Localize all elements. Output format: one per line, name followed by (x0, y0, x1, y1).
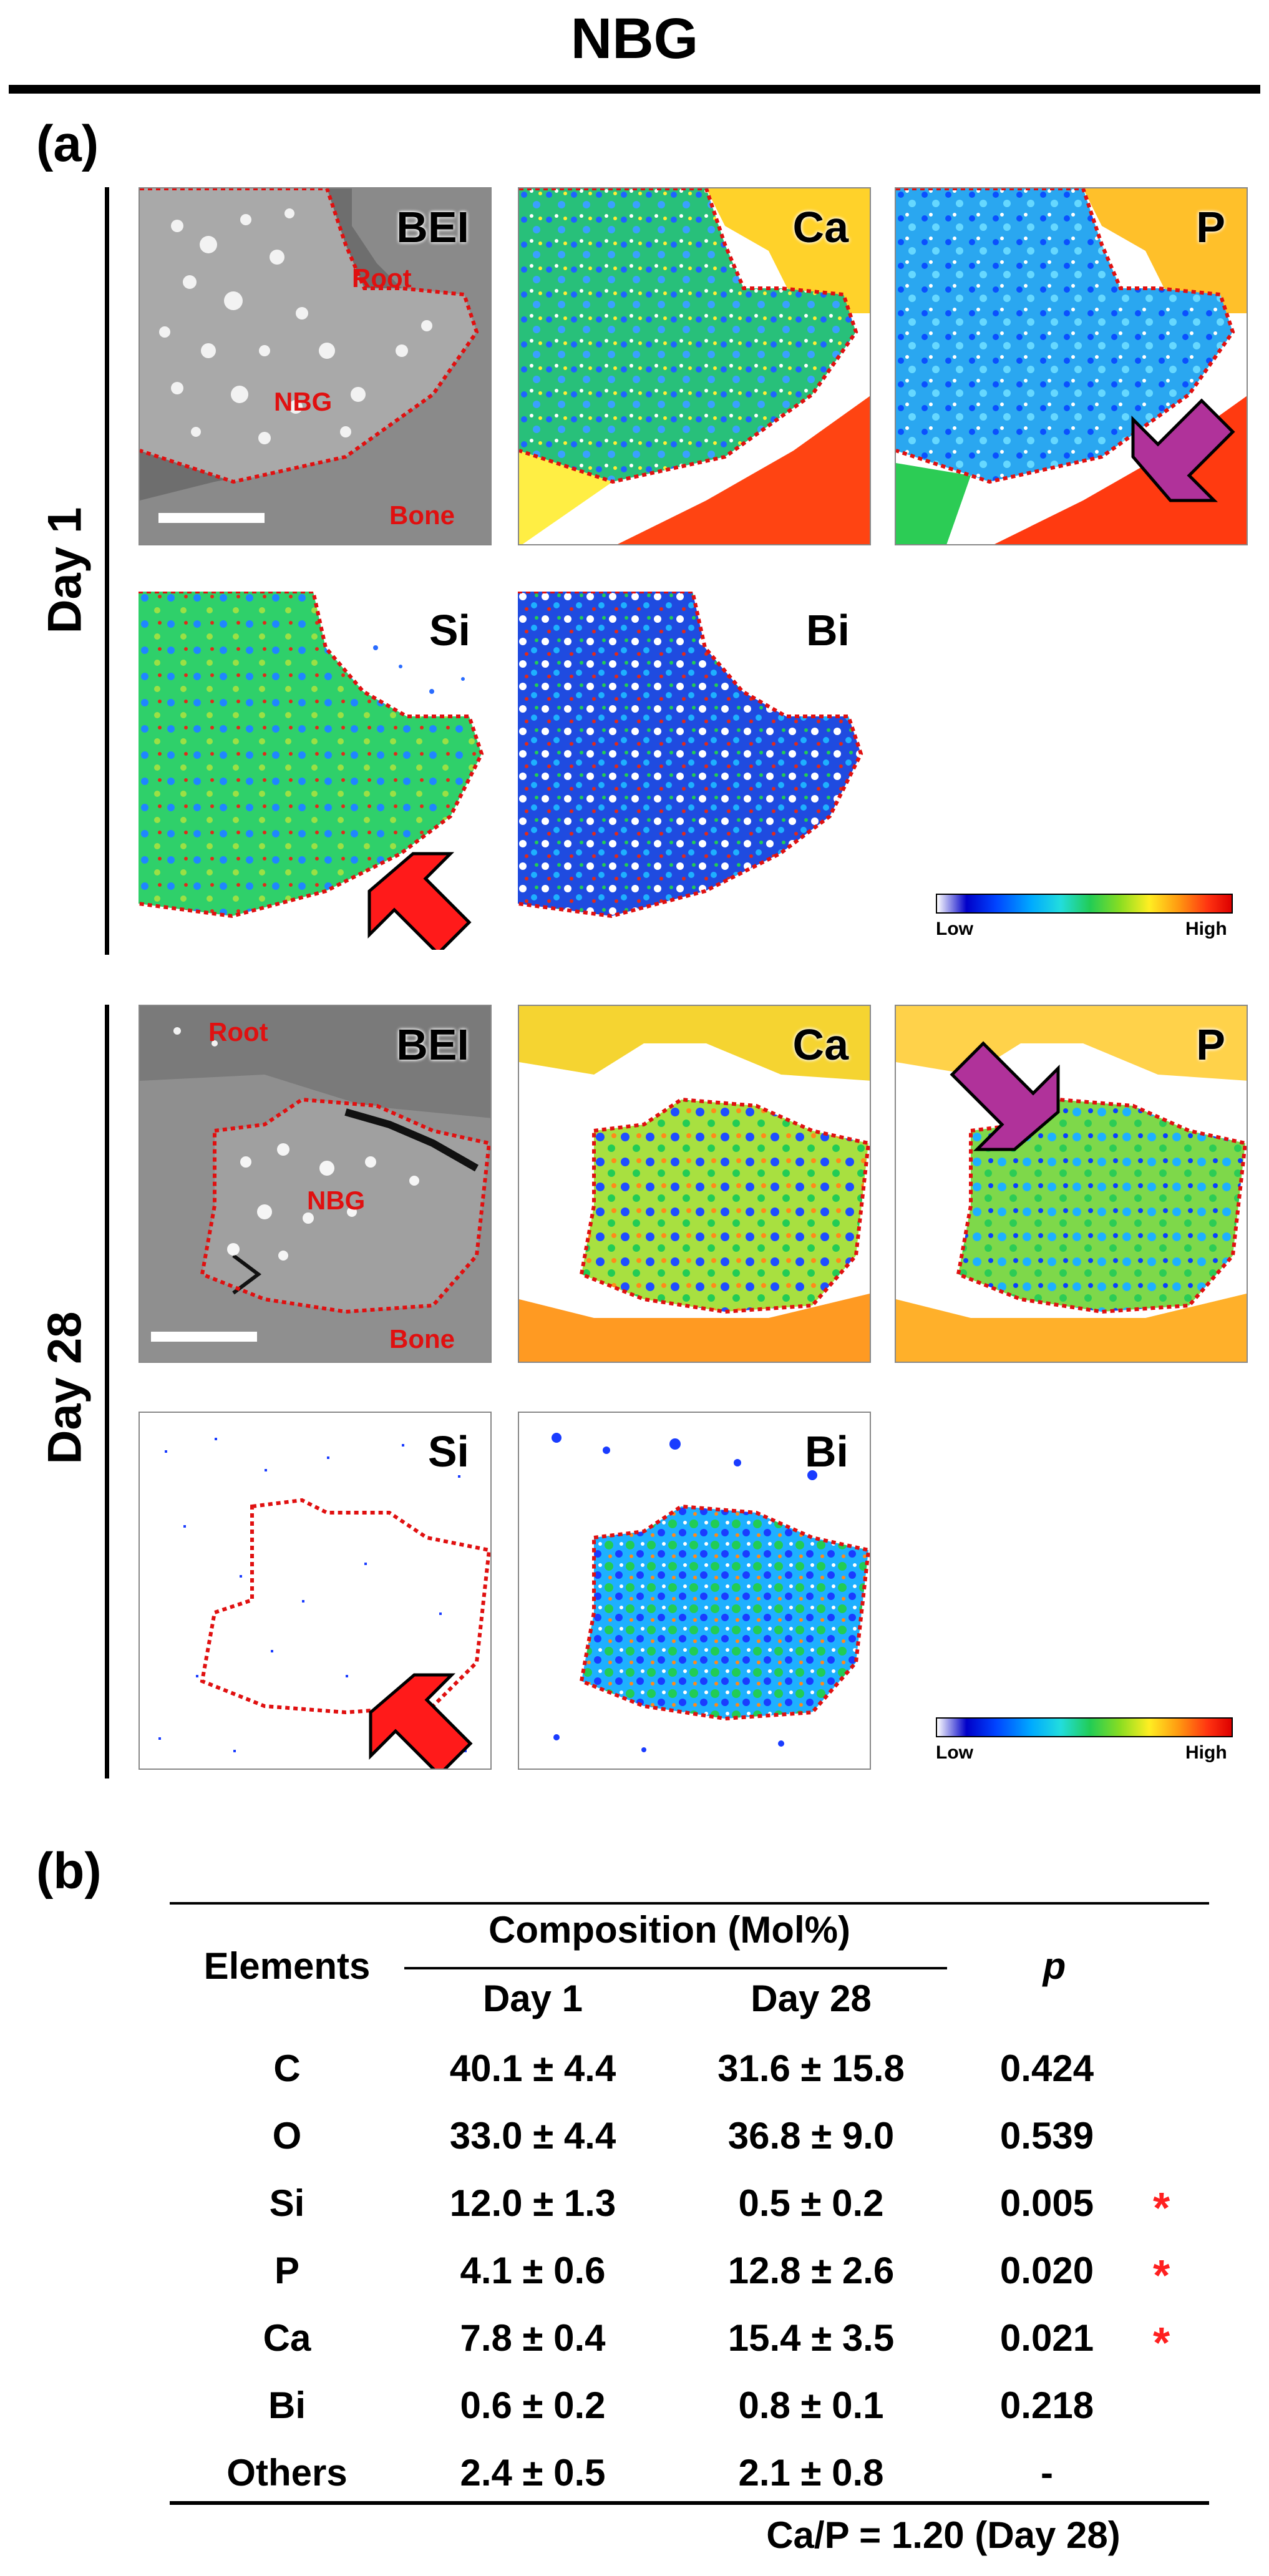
cell-day1: 0.6 ± 0.2 (460, 2384, 606, 2426)
cell-element: P (274, 2250, 300, 2291)
day1-p-map: P (895, 187, 1248, 545)
day28-colorbar (936, 1717, 1233, 1737)
day1-nbg-label: NBG (274, 387, 333, 416)
day1-ca-label: Ca (792, 203, 848, 251)
day28-colorbar-low: Low (936, 1742, 973, 1763)
cell-day1: 4.1 ± 0.6 (460, 2250, 606, 2291)
cell-element: Bi (268, 2384, 306, 2426)
cell-day28: 15.4 ± 3.5 (727, 2317, 895, 2359)
title-rule (9, 85, 1260, 94)
day1-si-label: Si (429, 606, 470, 655)
cell-p: 0.021 (999, 2317, 1094, 2359)
header-p: p (1043, 1945, 1066, 1987)
significance-star: * (1153, 2318, 1170, 2367)
day28-bracket (105, 1005, 109, 1778)
significance-star: * (1153, 2251, 1170, 2300)
cell-p: 0.539 (999, 2115, 1094, 2157)
day1-bi-map: Bi (518, 592, 871, 950)
cell-day28: 2.1 ± 0.8 (738, 2452, 884, 2494)
cell-day1: 12.0 ± 1.3 (449, 2182, 616, 2224)
day1-bracket (105, 187, 109, 955)
day28-label: Day 28 (38, 1311, 92, 1465)
day1-colorbar-low: Low (936, 919, 973, 939)
cell-day1: 40.1 ± 4.4 (449, 2047, 616, 2089)
table-top-rule (170, 1902, 1209, 1905)
cell-p: - (1041, 2452, 1053, 2494)
cell-element: Si (269, 2182, 305, 2224)
cell-day1: 7.8 ± 0.4 (460, 2317, 606, 2359)
day28-scale-bar (151, 1332, 257, 1342)
cell-day28: 12.8 ± 2.6 (727, 2250, 895, 2291)
day28-si-arrow-icon (369, 1673, 473, 1769)
cell-day1: 2.4 ± 0.5 (460, 2452, 606, 2494)
day28-ca-map: Ca (518, 1005, 871, 1363)
significance-star: * (1153, 2183, 1170, 2232)
panel-a-label: (a) (36, 115, 99, 172)
day1-ca-map: Ca (518, 187, 871, 545)
cell-day28: 31.6 ± 15.8 (717, 2047, 905, 2089)
day28-bi-label: Bi (805, 1427, 848, 1476)
header-day28: Day 28 (751, 1978, 872, 2019)
day28-bone-label: Bone (389, 1324, 455, 1354)
day28-colorbar-high: High (1185, 1742, 1227, 1763)
day1-si-map: Si (139, 592, 492, 950)
day1-p-label: P (1196, 203, 1225, 251)
day1-bei-image: BEI Root NBG Bone (139, 187, 492, 545)
day1-colorbar-high: High (1185, 919, 1227, 939)
day28-root-label: Root (208, 1017, 268, 1046)
cell-day28: 36.8 ± 9.0 (727, 2115, 895, 2157)
day28-si-map: Si (139, 1412, 492, 1770)
cell-day1: 33.0 ± 4.4 (449, 2115, 616, 2157)
day28-p-arrow-icon (950, 1041, 1060, 1151)
day1-scale-bar (158, 513, 265, 523)
figure-title: NBG (570, 7, 699, 71)
day1-root-label: Root (352, 263, 412, 293)
day1-bi-label: Bi (806, 606, 850, 655)
day28-si-label: Si (427, 1427, 469, 1476)
table-footer: Ca/P = 1.20 (Day 28) (766, 2514, 1121, 2556)
cell-p: 0.218 (999, 2384, 1094, 2426)
day1-label: Day 1 (38, 507, 92, 634)
day1-colorbar (936, 894, 1233, 914)
day28-ca-label: Ca (792, 1020, 848, 1069)
header-group-rule (404, 1967, 947, 1969)
cell-element: O (272, 2115, 302, 2157)
header-day1: Day 1 (482, 1978, 583, 2019)
cell-p: 0.020 (999, 2250, 1094, 2291)
day28-p-map: P (895, 1005, 1248, 1363)
day28-p-label: P (1196, 1020, 1225, 1069)
day28-bei-label: BEI (396, 1020, 469, 1069)
cell-day28: 0.8 ± 0.1 (738, 2384, 884, 2426)
day28-bei-image: BEI Root NBG Bone (139, 1005, 492, 1363)
cell-p: 0.005 (999, 2182, 1094, 2224)
day1-p-arrow-icon (1131, 398, 1235, 502)
day1-bei-label: BEI (396, 203, 469, 251)
cell-element: Ca (263, 2317, 311, 2359)
header-composition: Composition (Mol%) (489, 1909, 850, 1951)
panel-b-label: (b) (36, 1843, 102, 1900)
cell-p: 0.424 (999, 2047, 1094, 2089)
header-elements: Elements (203, 1945, 371, 1987)
day28-bi-map: Bi (518, 1412, 871, 1770)
table-bottom-rule (170, 2501, 1209, 2505)
day28-nbg-label: NBG (307, 1186, 366, 1215)
day1-bone-label: Bone (389, 500, 455, 530)
cell-element: Others (226, 2452, 348, 2494)
cell-element: C (273, 2047, 301, 2089)
cell-day28: 0.5 ± 0.2 (738, 2182, 884, 2224)
day1-si-arrow-icon (367, 852, 472, 950)
